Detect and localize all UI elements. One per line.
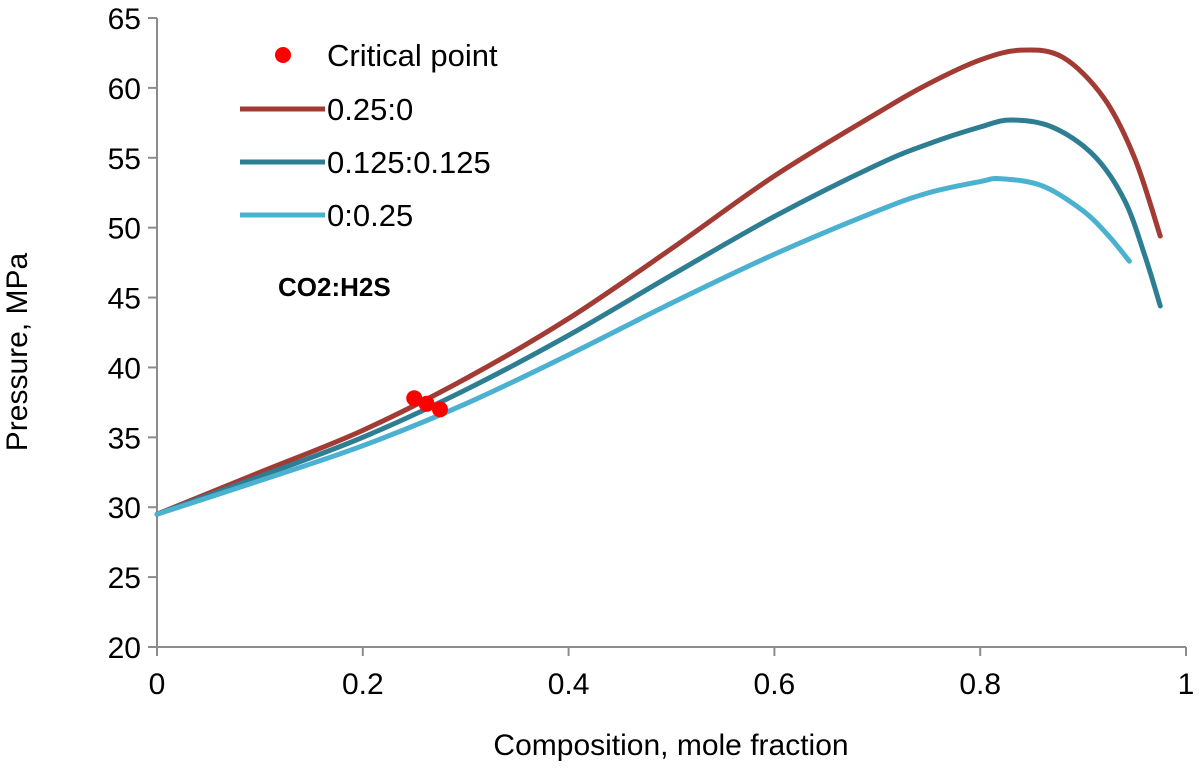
series-line-3 (154, 176, 1132, 517)
axes: 20 25 30 35 40 45 50 55 60 65 0 0.2 0.4 0.6 0.8 1 (108, 3, 1195, 701)
series-layer (154, 47, 1163, 517)
y-tick-label: 55 (108, 143, 141, 176)
legend-label-series-3: 0:0.25 (327, 198, 413, 233)
series-line-2 (154, 117, 1163, 517)
x-tick-label: 0 (149, 668, 166, 701)
y-tick-label: 25 (108, 562, 141, 595)
legend-marker-critical-point (275, 47, 291, 63)
critical-point-marker (418, 395, 435, 412)
legend-label-series-1: 0.25:0 (327, 92, 413, 127)
critical-point-marker (406, 390, 423, 407)
y-tick-label: 20 (108, 632, 141, 665)
series-line-1 (154, 47, 1163, 517)
y-tick-label: 35 (108, 422, 141, 455)
y-tick-label: 65 (108, 3, 141, 36)
y-tick-label: 60 (108, 73, 141, 106)
x-tick-label: 1 (1178, 668, 1195, 701)
legend-label-series-2: 0.125:0.125 (327, 145, 491, 180)
x-axis-title: Composition, mole fraction (493, 729, 848, 762)
critical-points-layer (406, 390, 448, 418)
legend-label-critical-point: Critical point (327, 38, 498, 73)
x-tick-label: 0.2 (342, 668, 384, 701)
legend: Critical point 0.25:0 0.125:0.125 0:0.25 (240, 38, 498, 233)
x-tick-label: 0.4 (548, 668, 590, 701)
y-tick-label: 30 (108, 492, 141, 525)
critical-point-marker (431, 401, 448, 418)
y-axis-title: Pressure, MPa (1, 252, 34, 451)
x-tick-label: 0.6 (754, 668, 796, 701)
x-tick-label: 0.8 (959, 668, 1001, 701)
y-tick-label: 40 (108, 352, 141, 385)
y-tick-label: 45 (108, 283, 141, 316)
y-tick-label: 50 (108, 213, 141, 246)
annotation-co2-h2s: CO2:H2S (278, 272, 391, 302)
